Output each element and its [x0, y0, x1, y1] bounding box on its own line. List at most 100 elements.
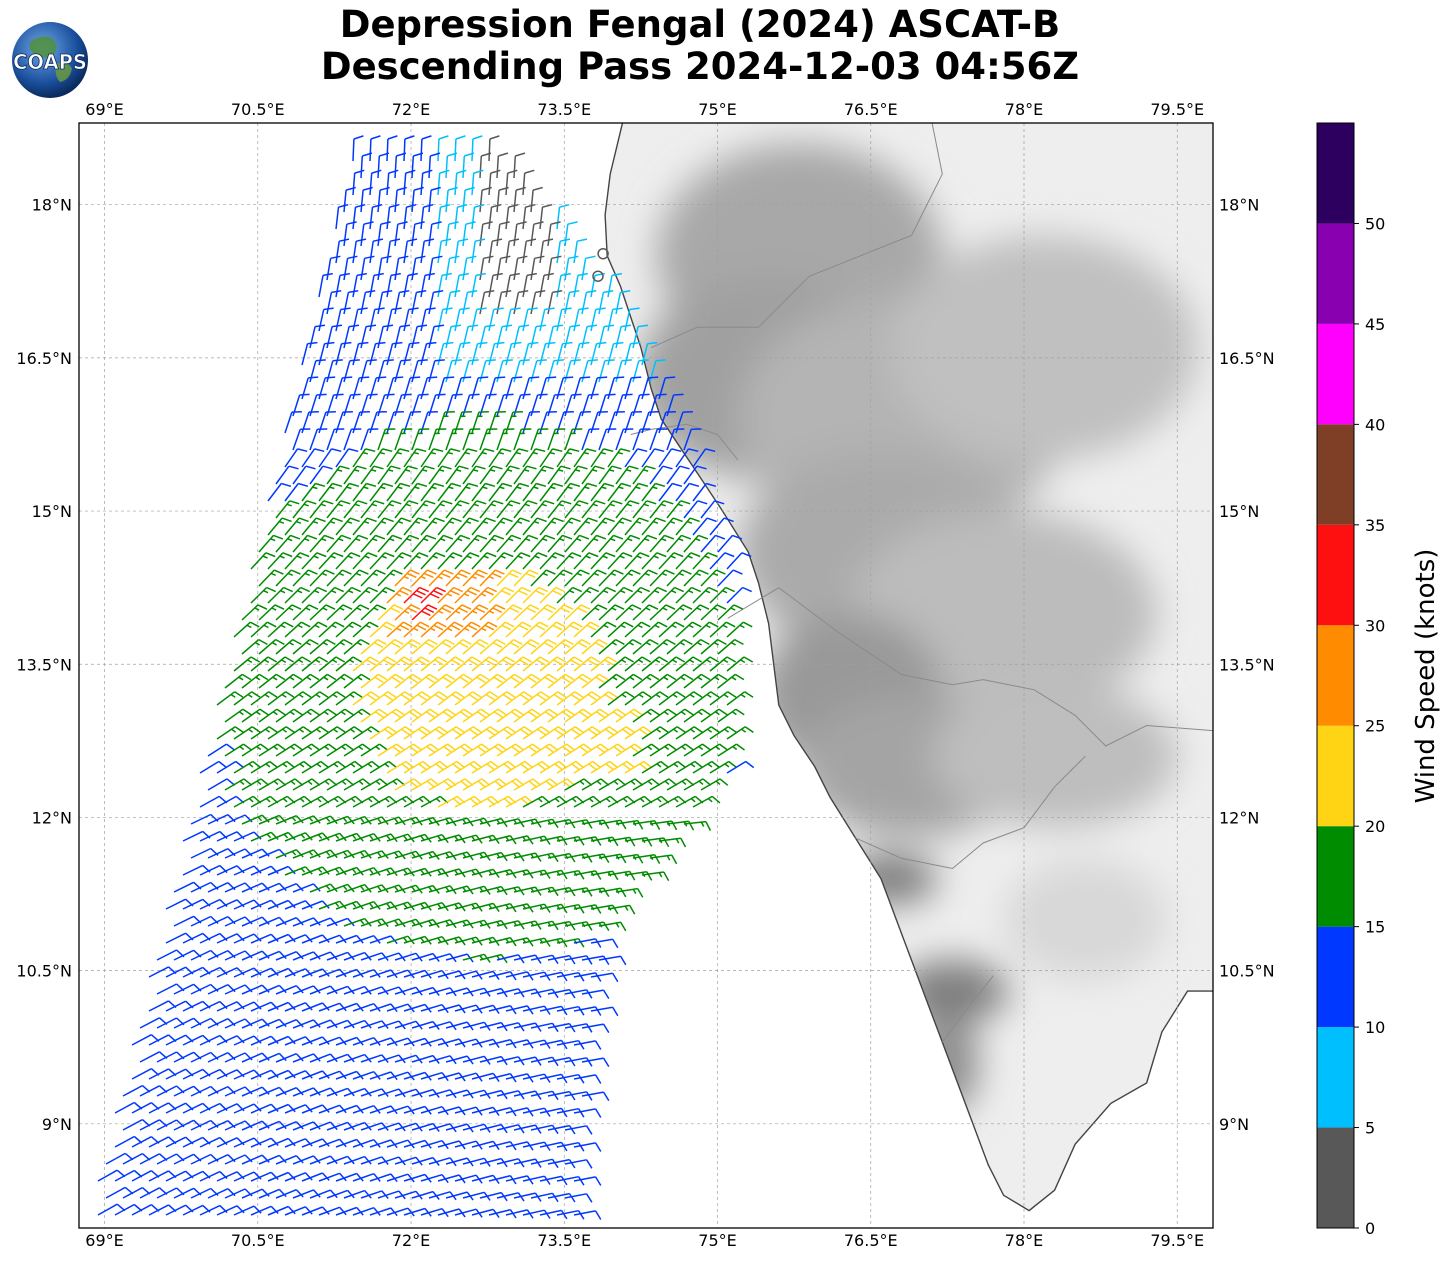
wind-barb [275, 569, 301, 587]
wind-barb [488, 552, 514, 570]
wind-barb [241, 814, 270, 825]
wind-barb [326, 743, 354, 757]
wind-barb [598, 604, 625, 621]
wind-barb [318, 866, 347, 876]
wind-barb [573, 1040, 602, 1050]
wind-barb [513, 638, 540, 655]
wind-barb [420, 517, 445, 536]
wind-barb [454, 135, 466, 162]
wind-barb [309, 428, 328, 451]
wind-barb [233, 1171, 262, 1182]
wind-barb [522, 760, 551, 774]
wind-barb [335, 760, 364, 774]
wind-barb [505, 238, 520, 264]
wind-barb [513, 255, 528, 281]
wind-barb [641, 760, 670, 774]
wind-barb [360, 290, 376, 315]
wind-barb [352, 866, 381, 876]
wind-barb [258, 743, 286, 757]
wind-barb [462, 465, 486, 485]
wind-barb [241, 1086, 270, 1097]
wind-barb [505, 203, 519, 230]
wind-barb [326, 1155, 355, 1165]
wind-barb [539, 552, 565, 570]
wind-barb [445, 569, 471, 587]
wind-barb [352, 135, 364, 162]
wind-barb [428, 638, 455, 655]
wind-barb [250, 865, 279, 876]
wind-barb [420, 621, 447, 638]
wind-barb [394, 500, 419, 519]
wind-barb [683, 569, 709, 587]
wind-barb [479, 221, 493, 247]
wind-barb [717, 743, 745, 757]
wind-barb [318, 307, 334, 332]
wind-barb [420, 448, 444, 468]
wind-barb [700, 708, 728, 723]
wind-barb [530, 1056, 559, 1067]
wind-barb [539, 307, 555, 332]
colorbar-bin [1317, 123, 1354, 224]
wind-barb [709, 552, 735, 570]
wind-barb [318, 832, 347, 842]
wind-barb [462, 604, 489, 621]
wind-barb [547, 1124, 576, 1135]
wind-barb [292, 1053, 321, 1063]
wind-barb [352, 760, 381, 774]
wind-barb [522, 272, 537, 298]
wind-barb [292, 534, 318, 553]
wind-barb [428, 569, 454, 587]
wind-barb [505, 341, 522, 366]
wind-barb [479, 152, 492, 179]
wind-barb [471, 691, 499, 706]
wind-barb [530, 988, 559, 999]
wind-barb [386, 621, 413, 638]
axis-ticks: 69°E 69°E 70.5°E 70.5°E 72°E 72°E 73.5°E 73.5°E… [16, 100, 1274, 1250]
wind-barb [352, 691, 380, 706]
wind-barb [488, 272, 503, 298]
wind-barb [530, 465, 554, 485]
wind-barb [258, 569, 284, 587]
wind-barb [556, 203, 570, 230]
wind-barb [326, 883, 355, 893]
colorbar: 0 5 10 15 20 25 30 35 40 45 50 [1316, 122, 1385, 1238]
wind-barb [258, 1018, 287, 1029]
wind-barb [386, 760, 415, 774]
wind-barb [556, 1073, 585, 1084]
wind-barb [573, 341, 590, 366]
state-border [941, 975, 994, 1043]
wind-barb [335, 1138, 364, 1148]
wind-barb [658, 517, 683, 536]
wind-barb [564, 290, 580, 315]
wind-barb [471, 586, 498, 604]
wind-barb [598, 569, 624, 587]
wind-barb [267, 586, 294, 604]
wind-barb [496, 534, 522, 553]
wind-barb [649, 604, 676, 621]
wind-barb [692, 760, 721, 774]
wind-barb [513, 1022, 542, 1032]
wind-barb [590, 621, 617, 638]
wind-barb [267, 1205, 296, 1216]
wind-barb [233, 1001, 262, 1012]
wind-barb [522, 1005, 551, 1015]
wind-barb [513, 604, 540, 621]
wind-barb [284, 1070, 313, 1080]
wind-barb [309, 708, 337, 723]
wind-barb [658, 621, 685, 638]
wind-barb [462, 743, 490, 757]
wind-barb [573, 938, 602, 948]
wind-barb [454, 238, 469, 264]
wind-barb [615, 465, 639, 485]
wind-barb [369, 1003, 398, 1013]
wind-barb [301, 448, 325, 468]
wind-barb [556, 586, 583, 604]
wind-barb [335, 900, 364, 910]
wind-barb [335, 448, 359, 468]
wind-barb [326, 849, 355, 859]
wind-barb [428, 186, 441, 213]
wind-barb [462, 359, 479, 383]
wind-barb [590, 656, 618, 672]
wind-barb [649, 854, 678, 865]
wind-barb [709, 726, 737, 740]
